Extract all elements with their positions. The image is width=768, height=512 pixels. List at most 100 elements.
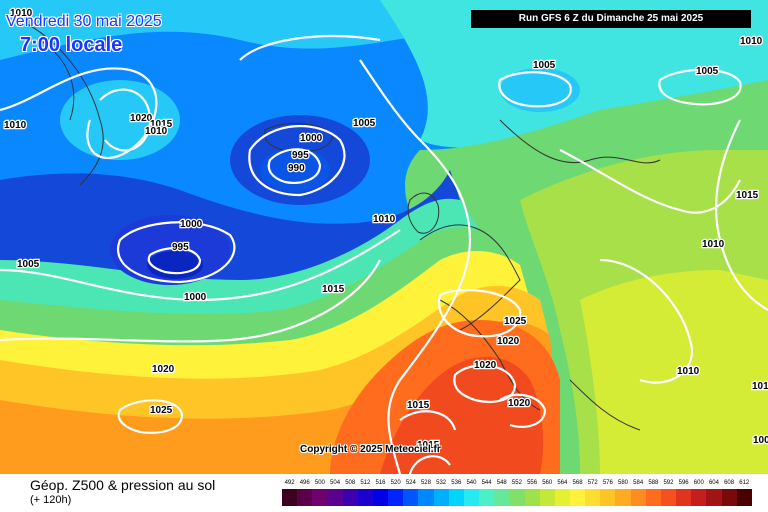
scale-label: 544 [481,480,492,486]
scale-label: 556 [527,480,538,486]
scale-label: 584 [633,480,644,486]
scale-label: 612 [739,480,750,486]
forecast-date: Vendredi 30 mai 2025 [6,13,162,30]
pressure-label: 1020 [152,364,175,375]
scale-label: 524 [405,480,416,486]
scale-label: 580 [618,480,629,486]
scale-label: 600 [693,480,704,486]
scale-swatch [630,489,646,506]
scale-label: 536 [451,480,462,486]
pressure-label: 1020 [130,113,153,124]
scale-label: 516 [375,480,386,486]
pressure-label: 995 [172,242,189,253]
scale-swatch [660,489,677,506]
yellow-east [580,270,768,474]
scale-label: 564 [557,480,568,486]
scale-swatch [342,489,358,506]
europe-coast [419,119,661,431]
pressure-label: 1025 [504,316,527,327]
pressure-label: 1020 [474,360,497,371]
scale-bar [282,489,752,506]
map-title: Géop. Z500 & pression au sol [30,477,216,493]
scale-label: 512 [360,480,371,486]
scale-label: 504 [330,480,341,486]
scale-label: 508 [345,480,356,486]
scale-swatch [554,489,570,506]
pressure-label: 1015 [407,400,430,411]
scale-label: 548 [496,480,507,486]
scale-label: 588 [648,480,659,486]
scale-swatch [357,489,373,506]
scale-swatch [600,489,616,506]
scale-swatch [388,489,404,506]
scale-label: 596 [678,480,689,486]
scale-swatch [615,489,631,506]
forecast-time: 7:00 locale [20,34,123,56]
scale-label: 604 [708,480,719,486]
pressure-label: 1020 [497,336,520,347]
scale-swatch [312,489,328,506]
scale-swatch [418,489,434,506]
scale-label: 492 [284,480,295,486]
scale-swatch [494,489,510,506]
pressure-label: 1015 [150,119,173,130]
scale-label: 540 [466,480,477,486]
isobars [0,35,768,474]
legend-footer: Géop. Z500 & pression au sol (+ 120h) 49… [0,474,768,512]
pressure-label: 1025 [150,405,173,416]
scale-swatch [524,489,540,506]
pressure-label: 1010 [677,366,700,377]
pressure-label: 1015 [322,284,345,295]
scale-label: 568 [572,480,583,486]
scale-swatch [282,489,298,506]
scale-label: 572 [587,480,598,486]
pressure-label: 1005 [533,60,556,71]
scale-swatch [539,489,555,506]
scale-swatch [691,489,707,506]
scale-swatch [585,489,601,506]
pressure-label: 1010 [373,214,396,225]
scale-label: 608 [724,480,735,486]
low-norway-sea [500,68,580,112]
scale-swatch [706,489,722,506]
low-iceland-core [260,148,330,192]
scale-swatch [463,489,480,506]
pressure-label: 1005 [696,66,719,77]
scale-swatch [676,489,692,506]
pressure-label: 1000 [180,219,203,230]
pressure-label: 1010 [752,381,768,392]
pressure-label-group: 1010 1010 1005 1005 1020 1015 1010 1010 … [3,7,768,453]
pressure-label: 1005 [17,259,40,270]
run-info: Run GFS 6 Z du Dimanche 25 mai 2025 [471,10,751,28]
copyright-notice: Copyright © 2025 Meteociel.fr [300,444,441,455]
scale-swatch [645,489,661,506]
pressure-label: 990 [288,163,305,174]
pressure-label: 1015 [417,440,440,451]
low-greenland [60,80,180,160]
pressure-label: 1010 [740,36,763,47]
pressure-label: 1010 [702,239,725,250]
color-scale: 492 496 500 504 508 512 516 520 524 528 532 536 540 5… [282,478,752,508]
scale-swatch [403,489,419,506]
pressure-label: 1005 [753,435,768,446]
red-core [380,356,543,474]
pressure-label: 1010 [4,120,27,131]
green-band-north [380,0,768,148]
scale-label: 560 [542,480,553,486]
forecast-hour: (+ 120h) [30,494,72,506]
scale-swatch [297,489,313,506]
scale-swatch [736,489,752,506]
aqua-band [0,198,480,337]
pressure-label: 1020 [508,398,531,409]
scale-label: 520 [390,480,401,486]
pressure-label: 1015 [736,190,759,201]
scale-swatch [509,489,525,506]
scale-label: 592 [663,480,674,486]
scale-label: 576 [602,480,613,486]
scale-swatch [479,489,495,506]
scale-label: 500 [314,480,325,486]
pressure-label: 1010 [10,8,33,19]
scale-label: 552 [511,480,522,486]
pressure-label: 1000 [300,133,323,144]
